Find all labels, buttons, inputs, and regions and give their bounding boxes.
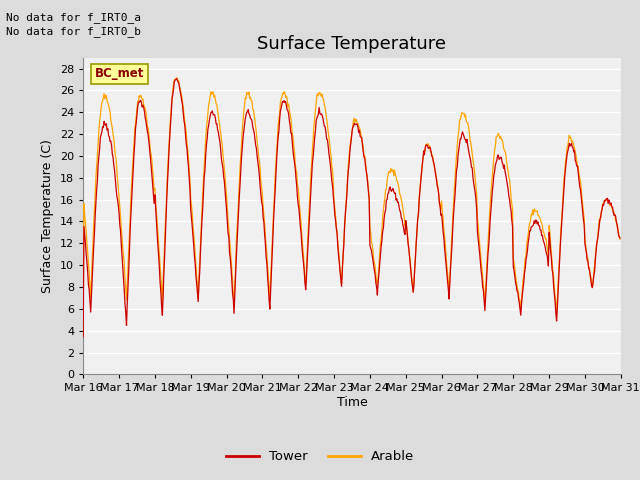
Arable (200, 179, 207, 184)
Tower (173, 76, 180, 82)
Text: No data for f_IRT0_b: No data for f_IRT0_b (6, 26, 141, 37)
Legend: Tower, Arable: Tower, Arable (220, 445, 420, 468)
Tower (418, 170, 426, 176)
Y-axis label: Surface Temperature (C): Surface Temperature (C) (42, 139, 54, 293)
Tower (89, 260, 97, 266)
Arable (418, 172, 426, 178)
Tower (433, 183, 441, 189)
Text: BC_met: BC_met (95, 67, 145, 80)
Arable (553, 311, 561, 317)
Tower (79, 334, 87, 339)
Arable (173, 75, 181, 81)
X-axis label: Time: Time (337, 396, 367, 409)
Tower (200, 190, 207, 196)
Title: Surface Temperature: Surface Temperature (257, 35, 447, 53)
Line: Arable: Arable (83, 78, 620, 314)
Arable (228, 266, 236, 272)
Tower (616, 235, 624, 241)
Tower (145, 132, 152, 138)
Arable (79, 291, 87, 297)
Arable (145, 125, 152, 131)
Line: Tower: Tower (83, 79, 620, 336)
Tower (228, 277, 236, 283)
Arable (89, 241, 97, 247)
Arable (616, 236, 624, 242)
Text: No data for f_IRT0_a: No data for f_IRT0_a (6, 12, 141, 23)
Arable (433, 179, 441, 184)
